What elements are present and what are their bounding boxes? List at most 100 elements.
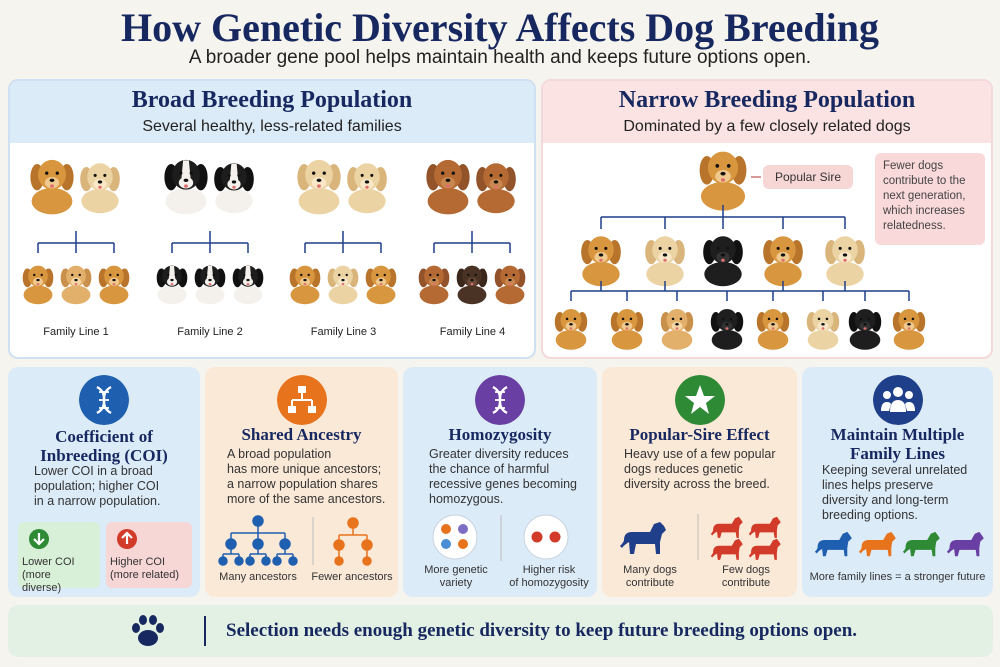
allele-dot	[458, 524, 468, 534]
multiple-dog-silhouettes	[710, 516, 781, 560]
few-dogs-line: Few dogs	[722, 564, 770, 576]
many-ancestors-label: Many ancestors	[219, 571, 297, 583]
family-line-4-tree	[418, 159, 526, 305]
dog-illustration	[22, 265, 54, 305]
homozygosity-body-line: recessive genes becoming	[429, 477, 577, 491]
pedigree-connector	[37, 231, 115, 253]
family-line-3-tree	[289, 159, 397, 305]
coi-body-line: in a narrow population.	[34, 494, 161, 508]
allele-dot	[441, 524, 451, 534]
dog-illustration	[365, 265, 397, 305]
sire-body-line: dogs reduces genetic	[624, 462, 743, 476]
family-line-4-label: Family Line 4	[439, 326, 506, 338]
higher-coi-box: Higher COI (more related)	[106, 522, 192, 588]
lines-body-line: Keeping several unrelated	[822, 463, 968, 477]
dog-silhouette-icon	[748, 538, 781, 560]
dog-illustration	[426, 159, 470, 215]
dog-silhouette-icon	[814, 531, 852, 557]
dog-illustration	[763, 236, 803, 287]
lines-body-line: breeding options.	[822, 508, 918, 522]
risk-line: Higher risk	[522, 564, 576, 576]
lower-coi-line: Lower COI	[22, 556, 75, 568]
family-lines-footer: More family lines = a stronger future	[809, 571, 986, 583]
dog-silhouette-icon	[748, 516, 781, 538]
fewer-ancestors-label: Fewer ancestors	[311, 571, 393, 583]
ancestry-body-line: A broad population	[227, 447, 332, 461]
lower-coi-line: (more diverse)	[22, 569, 62, 594]
allele-dot	[531, 531, 543, 543]
dog-illustration	[756, 308, 790, 350]
lower-coi-label: Lower COI (more diverse)	[22, 556, 88, 595]
broad-panel-subtitle: Several healthy, less-related families	[142, 118, 402, 135]
genetic-variety-label: More genetic variety	[411, 564, 501, 590]
homozygosity-title: Homozygosity	[448, 425, 552, 444]
pedigree-connector	[433, 231, 511, 253]
coi-body-line: population; higher COI	[34, 479, 160, 493]
allele-dot	[549, 531, 561, 543]
dog-illustration	[660, 308, 694, 350]
dog-illustration	[418, 265, 450, 305]
coi-body: Lower COI in a broad population; higher …	[34, 464, 194, 509]
dog-illustration	[610, 308, 644, 350]
dog-illustration	[98, 265, 130, 305]
dog-illustration	[476, 163, 516, 214]
dog-illustration	[156, 265, 188, 305]
coi-title-line2: Inbreeding (COI)	[40, 446, 168, 465]
coi-card: Coefficient of Inbreeding (COI) Lower CO…	[8, 367, 200, 597]
popular-sire-body: Heavy use of a few popular dogs reduces …	[624, 447, 796, 492]
page-subtitle: A broader gene pool helps maintain healt…	[188, 47, 812, 68]
family-line-1-tree	[22, 159, 130, 305]
relatedness-note: Fewer dogs contribute to the next genera…	[875, 153, 985, 245]
conclusion-banner: Selection needs enough genetic diversity…	[8, 605, 993, 657]
dog-illustration	[581, 236, 621, 287]
narrow-pedigree-tree	[554, 151, 926, 350]
pedigree-connector	[600, 205, 846, 229]
dog-illustration	[494, 265, 526, 305]
dog-illustration	[703, 236, 743, 287]
homozygosity-body: Greater diversity reduces the chance of …	[429, 447, 595, 507]
banner-divider	[204, 616, 206, 646]
variety-line: variety	[439, 577, 473, 589]
dog-illustration	[214, 163, 254, 214]
family-lines-card: Maintain Multiple Family Lines Keeping s…	[802, 367, 993, 597]
dog-illustration	[645, 236, 685, 287]
dog-illustration	[30, 159, 74, 215]
homozygous-alleles-circle	[523, 514, 569, 560]
dog-illustration	[194, 265, 226, 305]
dog-illustration	[297, 159, 341, 215]
dog-silhouette-icon	[858, 531, 896, 557]
dog-illustration	[710, 308, 744, 350]
group-icon	[872, 375, 923, 425]
dog-illustration	[232, 265, 264, 305]
dog-silhouette-icon	[946, 531, 984, 557]
dna-icon	[475, 375, 525, 425]
allele-dot	[441, 539, 451, 549]
dog-illustration	[825, 236, 865, 287]
homozygosity-body-line: the chance of harmful	[429, 462, 550, 476]
popular-sire-pedigree	[554, 151, 926, 350]
homozygosity-body-line: homozygous.	[429, 492, 504, 506]
narrow-panel-subtitle: Dominated by a few closely related dogs	[623, 118, 911, 135]
star-icon	[674, 375, 725, 425]
family-line-3-label: Family Line 3	[310, 326, 377, 338]
dog-silhouette-icon	[902, 531, 940, 557]
ancestry-body-line: has more unique ancestors;	[227, 462, 382, 476]
dog-illustration	[347, 163, 387, 214]
sire-body-line: Heavy use of a few popular	[624, 447, 776, 461]
many-dogs-line: contribute	[625, 577, 675, 589]
family-lines-body: Keeping several unrelated lines helps pr…	[822, 463, 990, 523]
shared-ancestry-card: Shared Ancestry A broad population has m…	[205, 367, 398, 597]
popular-sire-title: Popular-Sire Effect	[629, 425, 770, 444]
many-dogs-line: Many dogs	[623, 564, 677, 576]
risk-line: of homozygosity	[509, 577, 589, 589]
ancestry-trees-graphic	[218, 515, 373, 566]
dog-illustration	[848, 308, 882, 350]
few-dogs-line: contribute	[721, 577, 771, 589]
dna-icon	[79, 375, 129, 425]
banner-text: Selection needs enough genetic diversity…	[226, 620, 858, 641]
dog-illustration	[554, 308, 588, 350]
ancestry-body-line: more of the same ancestors.	[227, 492, 386, 506]
homozygosity-body-line: Greater diversity reduces	[429, 447, 569, 461]
dog-illustration	[60, 265, 92, 305]
narrow-panel-header: Narrow Breeding Population Dominated by …	[543, 81, 991, 143]
